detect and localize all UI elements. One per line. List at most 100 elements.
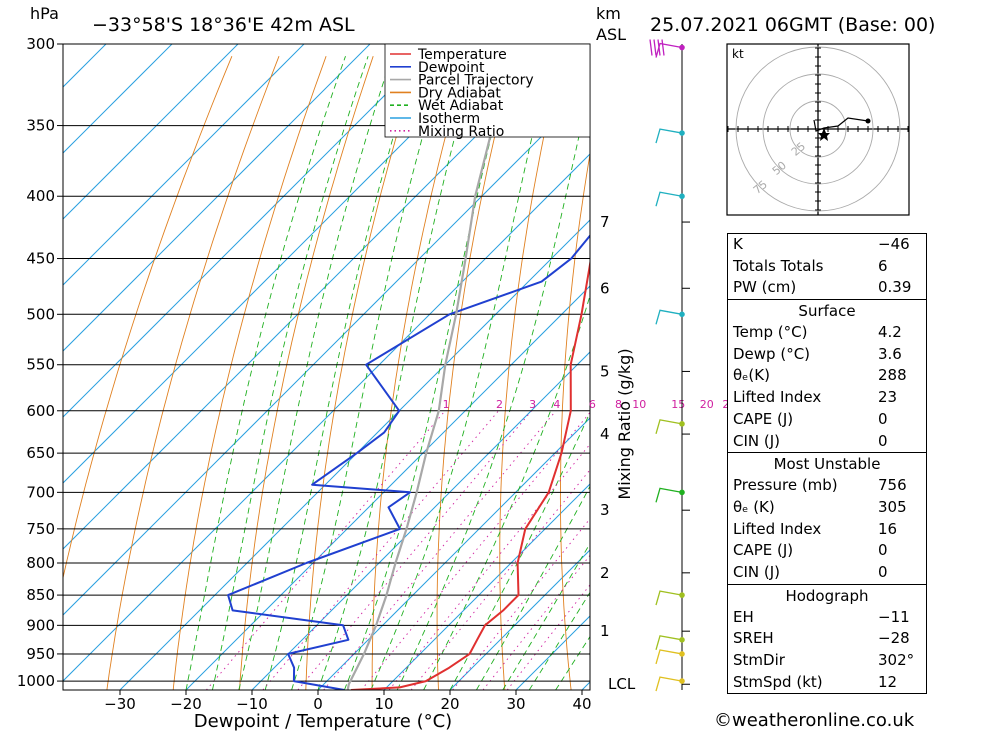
dewpoint-line	[227, 234, 590, 690]
pressure-label: 500	[26, 305, 55, 323]
isotherm-line	[63, 44, 371, 352]
legend-label: Parcel Trajectory	[418, 73, 534, 89]
pressure-label: 800	[26, 554, 55, 572]
wind-barb-flag	[657, 39, 661, 56]
km-label: 2	[600, 564, 610, 582]
mixing-ratio-label: 4	[553, 398, 560, 411]
dry-adiabat-line	[436, 56, 515, 690]
mixing-ratio-label: 3	[529, 398, 536, 411]
index-row: StmDir 302°	[728, 650, 926, 672]
isotherm-line	[63, 44, 239, 220]
pressure-label: 900	[26, 616, 55, 634]
copyright-footer[interactable]: ©weatheronline.co.uk	[714, 710, 915, 731]
wet-adiabat-lines	[185, 56, 590, 690]
surface-section: Surface Temp (°C) 4.2 Dewp (°C) 3.6 θₑ(K) 288…	[728, 299, 926, 452]
isotherm-line	[383, 483, 590, 690]
index-label: SREH	[733, 629, 774, 648]
wind-barb-dot	[679, 421, 685, 427]
isobar-lines	[63, 44, 590, 682]
dry-adiabat-lines	[63, 56, 1000, 690]
datetime-title: 25.07.2021 06GMT (Base: 00)	[650, 14, 935, 36]
index-label: EH	[733, 607, 754, 626]
dry-adiabat-line	[239, 56, 374, 690]
index-value: 0	[878, 562, 888, 581]
index-label: CIN (J)	[733, 431, 781, 450]
index-value: 288	[878, 366, 907, 385]
index-row: Lifted Index 23	[728, 387, 926, 409]
pressure-label: 700	[26, 483, 55, 501]
index-label: θₑ(K)	[733, 366, 770, 385]
mixing-ratio-lines	[205, 410, 590, 690]
index-row: CIN (J) 0	[728, 431, 926, 453]
wind-barb	[655, 649, 683, 665]
legend-label: Temperature	[417, 47, 507, 63]
km-label: 1	[600, 622, 610, 640]
dry-adiabat-line	[371, 56, 468, 690]
mixing-ratio-label: 6	[589, 398, 596, 411]
wet-adiabat-line	[423, 294, 590, 690]
mixing-ratio-line	[205, 410, 446, 690]
index-value: −46	[878, 235, 910, 253]
storm-motion-star	[818, 128, 830, 141]
temperature-tick-label: −30	[104, 695, 136, 713]
hodograph-section: Hodograph EH −11 SREH −28 StmDir 302° StmSpd (…	[728, 583, 926, 694]
index-value: 16	[878, 519, 898, 538]
units-left: hPa	[30, 4, 59, 23]
index-row: StmSpd (kt) 12	[728, 672, 926, 694]
index-label: CAPE (J)	[733, 409, 794, 428]
index-row: CAPE (J) 0	[728, 540, 926, 562]
dry-adiabat-line	[985, 56, 1000, 690]
temperature-tick-label: 0	[313, 695, 323, 713]
x-axis-label: Dewpoint / Temperature (°C)	[194, 711, 452, 732]
legend-label: Isotherm	[418, 111, 480, 127]
pressure-label: 550	[26, 356, 55, 374]
pressure-label: 950	[26, 645, 55, 663]
index-value: 0	[878, 431, 888, 450]
temperature-tick-label: 10	[374, 695, 393, 713]
wind-barb	[655, 309, 683, 325]
isotherm-line	[317, 417, 590, 690]
legend-label: Mixing Ratio	[418, 124, 504, 140]
wind-barb-dot	[679, 489, 685, 496]
index-label: θₑ (K)	[733, 497, 775, 516]
units-km: km	[596, 4, 621, 23]
hodograph-ring	[789, 100, 847, 158]
index-row: Lifted Index 16	[728, 519, 926, 541]
profile-lines	[227, 44, 590, 690]
index-row: PW (cm) 0.39	[728, 277, 926, 299]
wind-barb	[655, 42, 683, 58]
location-title: −33°58'S 18°36'E 42m ASL	[92, 14, 355, 36]
index-row: K −46	[728, 234, 926, 256]
index-value: 6	[878, 256, 888, 275]
wind-barbs	[649, 39, 685, 692]
index-value: 12	[878, 672, 898, 691]
index-value: 302°	[878, 651, 915, 669]
pressure-label: 750	[26, 520, 55, 538]
dry-adiabat-line	[937, 56, 1000, 690]
isotherm-line	[119, 219, 590, 690]
isotherm-line	[63, 44, 173, 154]
index-value: 0	[878, 409, 888, 428]
dry-adiabat-line	[305, 56, 421, 690]
wind-barb-flag	[649, 39, 653, 56]
most-unstable-section: Most Unstable Pressure (mb) 756 θₑ (K) 305 L…	[728, 452, 926, 583]
plot-frame	[62, 43, 591, 691]
index-label: Lifted Index	[733, 519, 822, 538]
index-value: −11	[878, 607, 910, 626]
wet-adiabat-line	[238, 56, 393, 690]
hodograph-units: kt	[732, 47, 744, 61]
mixing-ratio-label: 2	[496, 398, 503, 411]
index-value: 4.2	[878, 323, 902, 342]
isotherm-line	[251, 351, 590, 690]
index-value: 756	[878, 476, 907, 495]
mixing-ratio-line	[262, 410, 499, 690]
dry-adiabat-line	[106, 56, 280, 690]
pressure-label: 350	[26, 117, 55, 135]
isotherm-line	[63, 44, 503, 484]
legend-label: Dry Adiabat	[418, 85, 501, 101]
temperature-tick-label: −20	[170, 695, 202, 713]
legend-label: Wet Adiabat	[418, 98, 504, 114]
index-value: 3.6	[878, 344, 902, 363]
index-row: EH −11	[728, 607, 926, 629]
